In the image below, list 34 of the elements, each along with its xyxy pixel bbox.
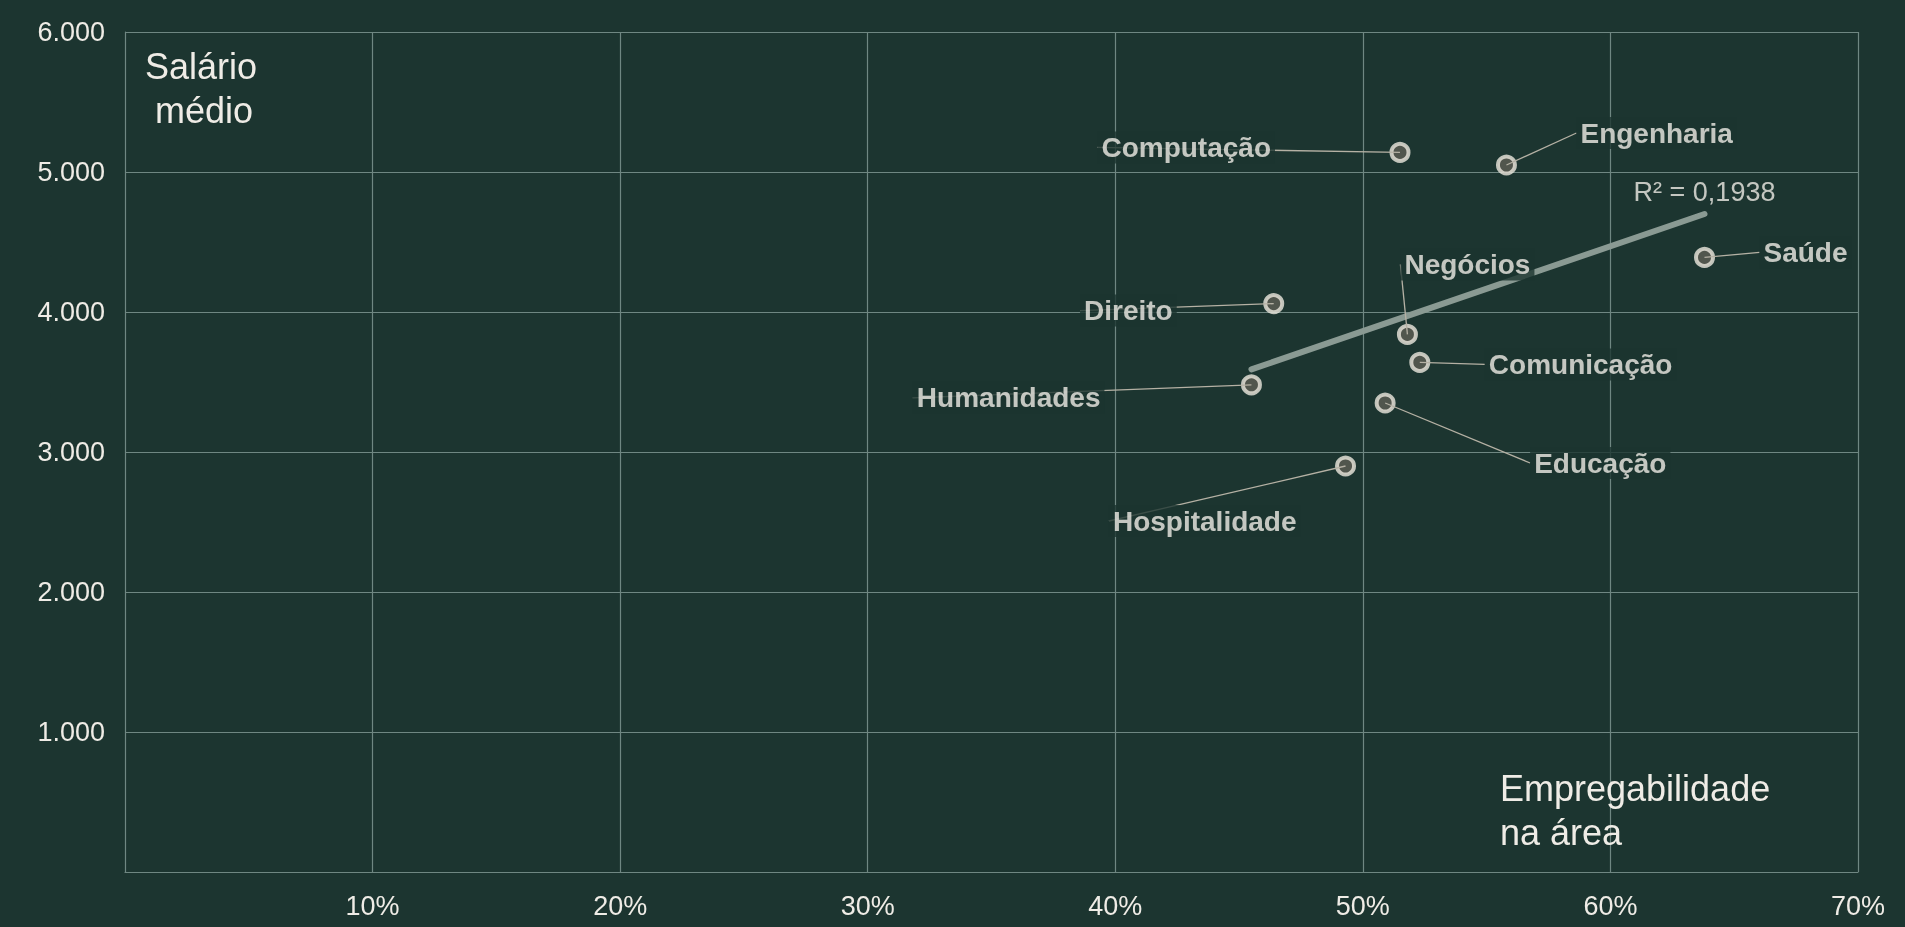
x-axis-title: Empregabilidade na área	[1500, 767, 1781, 853]
y-tick-label: 6.000	[37, 17, 105, 47]
point	[1389, 141, 1411, 163]
point	[1240, 374, 1262, 396]
point	[1335, 455, 1357, 477]
point	[1694, 246, 1716, 268]
annotation: Comunicação	[1488, 348, 1673, 380]
y-tick-label: 3.000	[37, 437, 105, 467]
annotation: Negócios	[1404, 248, 1531, 280]
x-tick-label: 20%	[593, 890, 648, 921]
point	[1495, 154, 1517, 176]
y-tick-label: 2.000	[37, 577, 105, 607]
x-tick-label: 40%	[1088, 890, 1143, 921]
y-tick-label: 4.000	[37, 297, 105, 327]
annotation: Hospitalidade	[1112, 505, 1297, 537]
point	[1396, 323, 1418, 345]
annotation: Engenharia	[1580, 117, 1734, 149]
x-tick-label: 60%	[1583, 890, 1638, 921]
y-axis-title: Salário médio	[145, 45, 258, 131]
x-tick-label: 70%	[1830, 890, 1886, 921]
annotation: R² = 0,1938	[1633, 177, 1776, 207]
annotation: Saúde	[1763, 236, 1848, 268]
annotation: Educação	[1534, 447, 1667, 479]
annotation: Direito	[1084, 295, 1173, 327]
point	[1374, 392, 1396, 414]
point	[1409, 351, 1431, 373]
y-tick-label: 5.000	[37, 157, 105, 187]
x-tick-label: 50%	[1335, 890, 1390, 921]
annotation: Computação	[1101, 131, 1271, 163]
x-tick-label: 30%	[840, 890, 895, 921]
y-tick-label: 1.000	[37, 717, 105, 747]
annotation: Humanidades	[916, 382, 1101, 414]
x-tick-label: 10%	[345, 890, 400, 921]
point	[1263, 293, 1285, 315]
